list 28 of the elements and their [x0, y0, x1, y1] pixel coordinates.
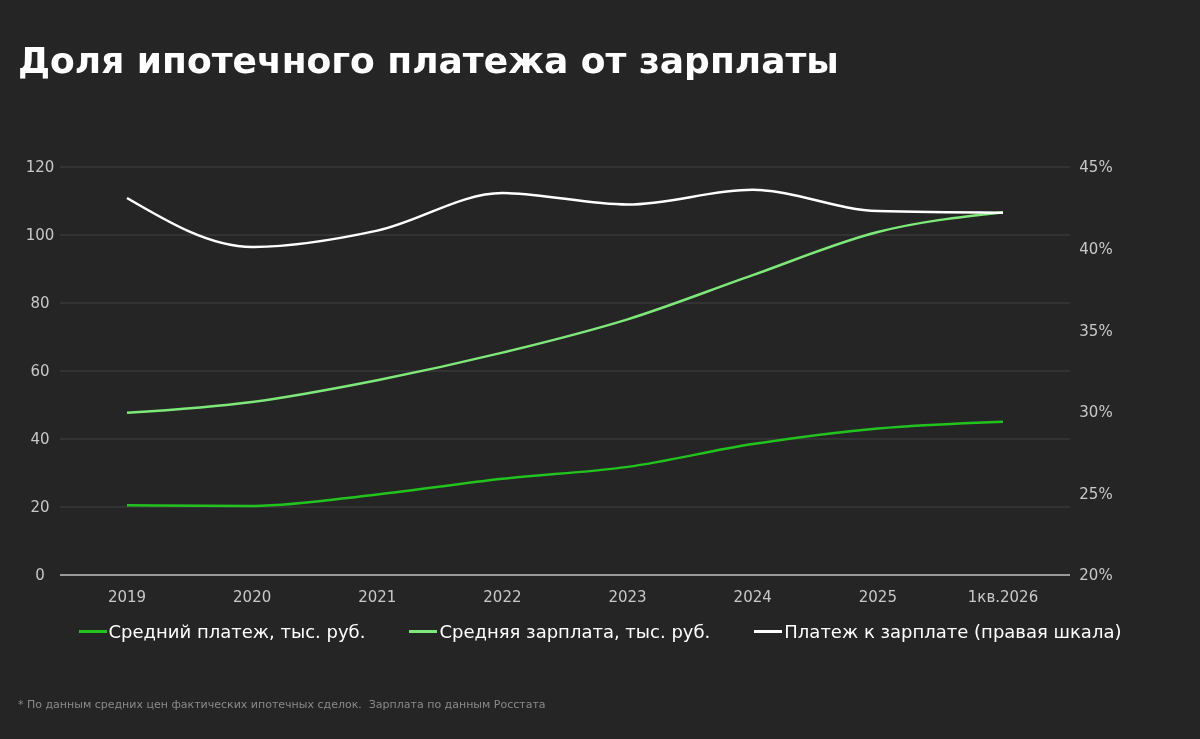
y-tick-label: 20	[30, 498, 50, 517]
line-series	[125, 420, 1005, 508]
y-tick-label: 100	[25, 226, 55, 245]
legend-label: Средний платеж, тыс. руб.	[108, 621, 366, 642]
y-tick-label: 0	[35, 566, 45, 585]
line-series	[125, 188, 1005, 249]
y-tick-label: 60	[30, 362, 50, 381]
x-tick-label: 2019	[107, 587, 147, 606]
y2-tick-label: 40%	[1079, 239, 1113, 258]
y2-tick-label: 25%	[1079, 484, 1113, 503]
y2-tick-label: 45%	[1079, 158, 1113, 177]
y2-tick-label: 30%	[1079, 403, 1113, 422]
x-tick-label: 2024	[733, 587, 772, 606]
text: * По данным средних цен фактических ипотечных сделок. Зарплата по данным Росстата	[18, 698, 546, 711]
y2-tick-label: 35%	[1079, 321, 1113, 340]
x-tick-label: 2022	[483, 587, 522, 606]
y-tick-label: 40	[30, 430, 50, 449]
x-tick-label: 2021	[358, 587, 397, 606]
x-tick-label: 1кв.2026	[967, 587, 1039, 606]
legend-label: Платеж к зарплате (правая шкала)	[784, 621, 1122, 642]
y2-tick-label: 20%	[1079, 566, 1113, 585]
x-tick-label: 2023	[608, 587, 647, 606]
chart-title: Доля ипотечного платежа от зарплаты	[18, 40, 839, 81]
x-tick-label: 2025	[858, 587, 897, 606]
x-tick-label: 2020	[233, 587, 272, 606]
y-tick-label: 120	[25, 158, 55, 177]
y-tick-label: 80	[30, 294, 50, 313]
legend-label: Средняя зарплата, тыс. руб.	[439, 621, 711, 642]
